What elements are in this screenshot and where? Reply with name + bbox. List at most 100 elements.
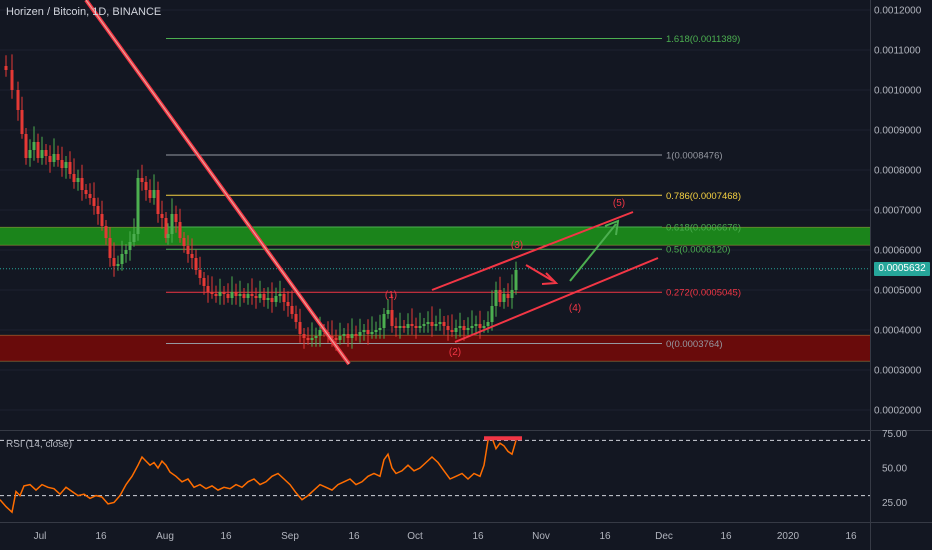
candle-body <box>254 296 258 298</box>
rsi-panel[interactable]: 75.00 50.00 25.00 <box>0 429 932 514</box>
candle-body <box>422 324 426 326</box>
candle-body <box>108 238 112 258</box>
arrow-down-head <box>541 272 559 285</box>
fib-level-label: 0(0.0003764) <box>666 339 723 350</box>
candle-body <box>470 326 474 328</box>
time-tick-label: 16 <box>348 531 360 542</box>
candle-body <box>394 326 398 328</box>
candle-body <box>136 178 140 234</box>
candle-body <box>214 294 218 296</box>
candle-body <box>354 334 358 336</box>
candle-body <box>350 334 354 338</box>
candle-body <box>406 324 410 328</box>
fib-level-label: 0.618(0.0006676) <box>666 222 741 233</box>
price-tick-label: 0.0002000 <box>874 406 922 417</box>
trendlines <box>84 0 659 366</box>
candle-body <box>198 270 202 278</box>
candle-body <box>398 326 402 328</box>
rsi-title[interactable]: RSI (14, close) <box>6 439 73 450</box>
candle-body <box>358 332 362 336</box>
candle-body <box>378 328 382 330</box>
candle-body <box>56 154 60 160</box>
candle-body <box>160 214 164 218</box>
candle-body <box>194 258 198 270</box>
candle-body <box>390 310 394 326</box>
rsi-tick-label: 75.00 <box>882 429 907 440</box>
candle-body <box>170 214 174 234</box>
candle-body <box>374 330 378 332</box>
price-tick-label: 0.0006000 <box>874 246 922 257</box>
arrow-down-shaft <box>525 264 554 282</box>
candle-body <box>230 292 234 298</box>
candle-body <box>302 334 306 338</box>
candle-body <box>474 324 478 326</box>
candle-body <box>166 234 170 238</box>
candle-body <box>28 150 32 158</box>
candle-body <box>498 290 502 302</box>
candle-body <box>124 250 128 254</box>
candle-body <box>174 214 178 222</box>
wave-label: (5) <box>613 198 625 209</box>
candle-body <box>100 214 104 226</box>
time-tick-label: 16 <box>95 531 107 542</box>
candle-body <box>346 334 350 338</box>
candle-body <box>494 290 498 306</box>
candle-body <box>132 234 136 242</box>
lower-channel-line <box>454 257 659 343</box>
candle-body <box>314 336 318 338</box>
candle-body <box>478 324 482 328</box>
candle-body <box>506 294 510 298</box>
time-tick-label: 16 <box>720 531 732 542</box>
candle-body <box>446 326 450 330</box>
time-tick-label: 16 <box>220 531 232 542</box>
time-tick-label: Aug <box>156 531 174 542</box>
candle-body <box>44 150 48 156</box>
candle-body <box>334 338 338 340</box>
candle-body <box>402 326 406 328</box>
candle-body <box>72 174 76 182</box>
candle-body <box>40 150 44 158</box>
candle-body <box>266 298 270 300</box>
candle-body <box>92 198 96 206</box>
candle-body <box>68 162 72 174</box>
price-tick-label: 0.0011000 <box>874 46 921 57</box>
candle-body <box>262 294 266 300</box>
candle-body <box>450 330 454 332</box>
candle-body <box>226 294 230 298</box>
rsi-line <box>0 436 517 514</box>
price-tick-label: 0.0004000 <box>874 326 922 337</box>
candle-body <box>490 306 494 322</box>
candle-body <box>64 162 68 168</box>
candle-body <box>454 328 458 332</box>
candle-body <box>342 334 346 336</box>
candle-body <box>20 110 24 134</box>
wave-label: (4) <box>569 303 581 314</box>
time-tick-label: 2020 <box>777 531 800 542</box>
candle-body <box>88 194 92 198</box>
candle-body <box>414 326 418 328</box>
candle-body <box>278 294 282 296</box>
candle-body <box>382 314 386 328</box>
candle-body <box>438 322 442 324</box>
fib-level-label: 0.786(0.0007468) <box>666 191 741 202</box>
candle-body <box>76 178 80 182</box>
time-tick-label: 16 <box>845 531 857 542</box>
price-axis[interactable]: 0.0012000 0.0011000 0.0010000 0.0009000 0.00… <box>870 0 922 550</box>
candle-body <box>426 322 430 324</box>
current-price-tag: 0.0005632 <box>874 261 930 276</box>
candle-body <box>60 160 64 168</box>
candle-body <box>112 258 116 266</box>
candle-body <box>286 302 290 306</box>
time-tick-label: Oct <box>407 531 423 542</box>
candle-body <box>274 296 278 302</box>
symbol-title[interactable]: Horizen / Bitcoin, 1D, BINANCE <box>6 6 162 18</box>
candle-body <box>462 326 466 330</box>
arrow-up-head <box>604 219 620 236</box>
candle-body <box>182 238 186 246</box>
candle-body <box>306 338 310 340</box>
candle-body <box>366 330 370 334</box>
time-axis[interactable]: Jul 16 Aug 16 Sep 16 Oct 16 Nov 16 Dec 16 2020 16 <box>0 522 932 543</box>
price-tick-label: 0.0003000 <box>874 366 922 377</box>
price-tick-label: 0.0009000 <box>874 126 922 137</box>
